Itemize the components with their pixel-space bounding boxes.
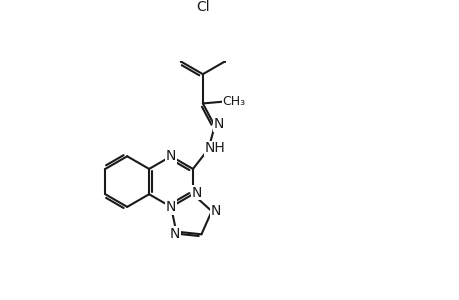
Text: N: N xyxy=(213,117,224,131)
Text: N: N xyxy=(166,200,176,214)
Text: N: N xyxy=(166,149,176,163)
Text: NH: NH xyxy=(204,141,225,155)
Text: N: N xyxy=(191,186,202,200)
Text: Cl: Cl xyxy=(196,0,209,14)
Text: N: N xyxy=(210,204,220,218)
Text: CH₃: CH₃ xyxy=(222,95,245,108)
Text: N: N xyxy=(169,227,179,241)
